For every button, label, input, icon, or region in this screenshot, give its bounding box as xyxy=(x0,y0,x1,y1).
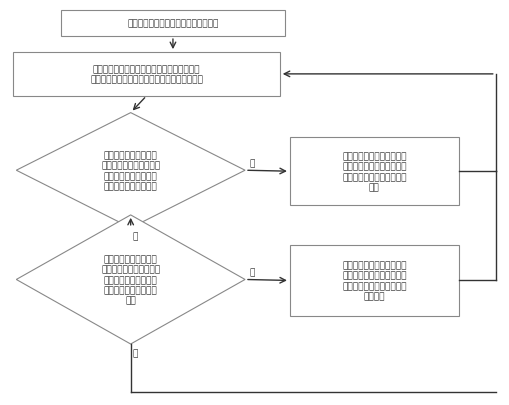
Bar xyxy=(61,11,285,37)
Polygon shape xyxy=(16,215,244,344)
Bar xyxy=(289,138,458,205)
Text: 液压油通过泵循环因此冷却器又换热量: 液压油通过泵循环因此冷却器又换热量 xyxy=(127,20,218,29)
Bar xyxy=(13,53,279,96)
Polygon shape xyxy=(16,113,244,228)
Text: 控制处理单元根据统化
传导的温度信号所发起的
力与设定的温度弹簧力
值比较是否大于设定值: 控制处理单元根据统化 传导的温度信号所发起的 力与设定的温度弹簧力 值比较是否大… xyxy=(101,151,160,191)
Text: 是: 是 xyxy=(248,268,254,277)
Text: 控制处理单元盘黄压缩克服
设定弹簧力上移，用力弹簧
作用下阀芯关闭，冷却水枝
精好: 控制处理单元盘黄压缩克服 设定弹簧力上移，用力弹簧 作用下阀芯关闭，冷却水枝 精… xyxy=(342,152,406,192)
Text: 是: 是 xyxy=(248,159,254,168)
Bar xyxy=(289,245,458,316)
Text: 控制处理单元根据换化
传导的温度信号所获悉的
力与设定的温度弹簧力
值比较是否小于等于设
定值: 控制处理单元根据换化 传导的温度信号所获悉的 力与设定的温度弹簧力 值比较是否小… xyxy=(101,254,160,305)
Text: 否: 否 xyxy=(132,232,138,241)
Text: 否: 否 xyxy=(132,348,138,357)
Text: 控制处理单元盘黄压缩克服
设定弹簧力下移，易杆克服
向位弹簧作用下打开，冷却
水枝打开: 控制处理单元盘黄压缩克服 设定弹簧力下移，易杆克服 向位弹簧作用下打开，冷却 水… xyxy=(342,261,406,301)
Text: 液压油箱内液压油的实际温度，经此通至示具
反量传导并且自动温度控制向上坐控制处插单元: 液压油箱内液压油的实际温度，经此通至示具 反量传导并且自动温度控制向上坐控制处插… xyxy=(90,65,203,84)
